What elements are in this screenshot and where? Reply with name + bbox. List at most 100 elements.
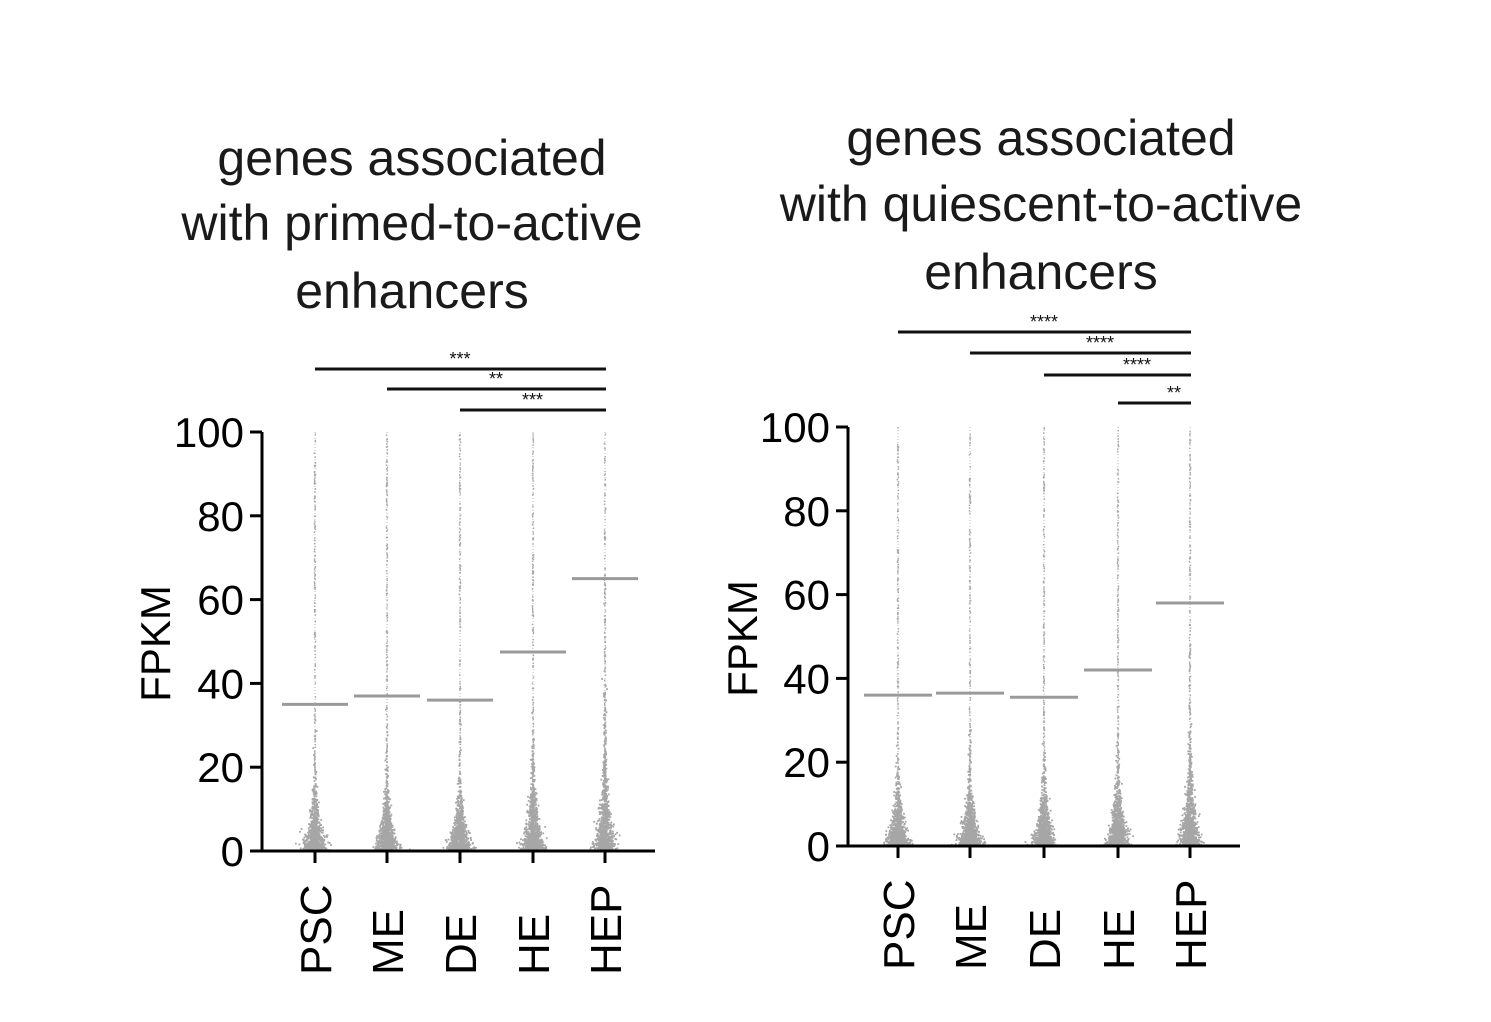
data-point [538,831,541,834]
data-point [386,583,388,586]
data-point [529,841,532,844]
data-point [382,814,385,817]
data-point [318,825,321,827]
data-point [315,795,318,798]
data-point [610,821,613,824]
data-point [381,847,384,849]
data-point [467,847,470,850]
data-point [532,466,534,469]
data-point [605,814,608,817]
data-point [532,453,534,455]
scatter-strip-hep [582,432,621,852]
data-point [528,827,530,830]
data-point [600,821,603,824]
data-point [313,481,316,483]
data-point [306,835,309,837]
data-point [400,846,403,849]
data-point [376,844,379,847]
data-point [601,789,604,792]
data-point [386,660,388,662]
data-point [459,763,461,765]
data-point [382,835,384,838]
data-point [459,550,461,553]
data-point [385,751,388,754]
data-point [382,810,385,813]
data-point [459,847,462,850]
data-point [322,845,325,848]
data-point [458,848,461,851]
data-point [540,831,542,834]
data-point [539,828,541,831]
scatter-strip-me [370,432,411,852]
data-point [518,846,520,849]
data-point [456,821,459,823]
data-point [392,838,394,841]
data-point [460,832,462,835]
data-point [399,843,402,846]
data-point [534,799,537,802]
data-point [315,830,318,833]
data-point [604,714,607,717]
data-point [523,831,526,834]
data-point [309,809,312,811]
data-point [460,791,463,793]
data-point [386,493,388,495]
data-point [525,846,527,848]
data-point [454,824,456,826]
data-point [523,828,526,831]
data-point [532,814,535,817]
data-point [600,846,603,849]
data-point [463,833,466,836]
data-point [461,801,463,804]
data-point [609,833,612,836]
scatter-strip-he [516,432,548,852]
data-point [532,730,534,732]
data-point [459,772,461,774]
data-point [538,842,540,845]
data-point [456,825,458,828]
data-point [328,842,331,844]
data-point [604,786,607,789]
data-point [454,821,457,824]
data-point [381,834,384,837]
data-point [314,739,316,741]
data-point [538,825,541,827]
data-point [313,763,316,766]
data-point [314,765,316,767]
data-point [389,837,392,840]
data-point [459,814,462,817]
data-point [456,817,458,819]
data-point [314,508,316,510]
data-point [531,796,533,799]
data-point [385,708,387,711]
data-point [610,841,613,844]
data-point [459,534,462,536]
data-point [607,822,610,824]
data-point [314,811,317,814]
data-point [387,837,390,840]
data-point [378,841,381,844]
data-point [386,517,389,519]
data-point [379,842,382,845]
data-point [303,836,306,839]
data-point [386,783,389,785]
data-point [305,844,308,847]
data-point [599,822,602,825]
data-point [463,826,466,829]
data-point [530,794,533,797]
data-point [600,811,603,813]
data-point [537,835,540,838]
data-point [382,846,385,848]
data-point [313,762,316,765]
data-point [459,723,461,725]
data-point [321,837,323,840]
data-point [387,827,390,830]
data-point [320,831,323,834]
data-point [539,842,541,844]
data-point [457,835,459,837]
data-point [312,747,315,749]
data-point [316,827,319,829]
data-point [385,801,388,803]
data-point [605,809,608,812]
data-point [531,747,534,749]
